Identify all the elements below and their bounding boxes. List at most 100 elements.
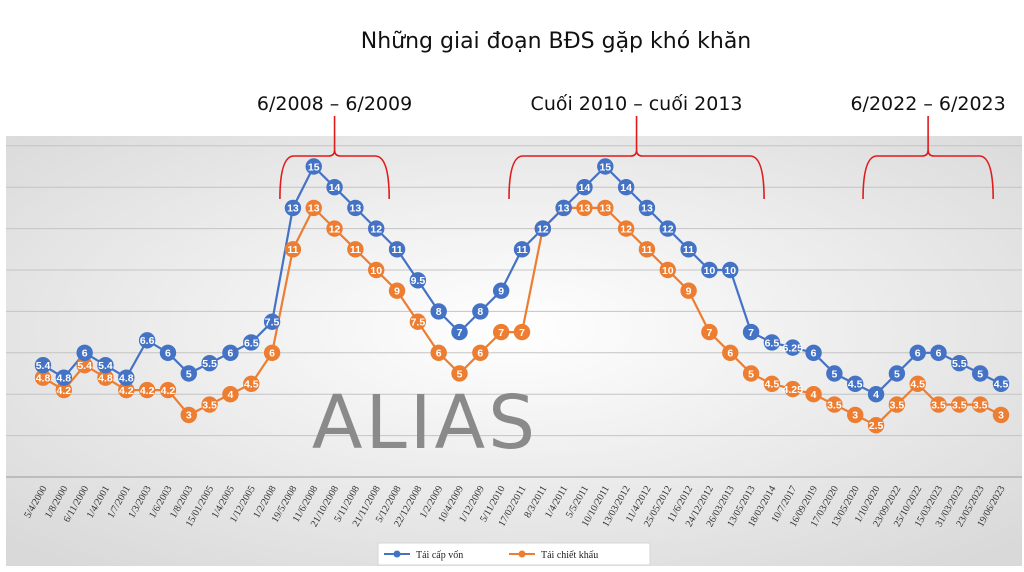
data-label: 4.5 — [848, 379, 863, 391]
data-label: 9 — [394, 286, 400, 298]
data-label: 6 — [436, 348, 442, 360]
data-label: 12 — [370, 223, 382, 235]
data-label: 15 — [308, 161, 320, 173]
data-point — [763, 375, 781, 393]
data-point — [971, 365, 989, 382]
period-label: 6/2022 – 6/2023 — [850, 93, 1005, 115]
data-label: 10 — [370, 265, 382, 277]
data-label: 4 — [873, 389, 879, 401]
data-label: 4.2 — [140, 385, 155, 397]
data-point — [805, 344, 822, 361]
data-point — [617, 220, 635, 237]
chart-title: Những giai đoạn BĐS gặp khó khăn — [361, 29, 752, 54]
data-label: 5.5 — [952, 358, 967, 370]
data-label: 3 — [998, 410, 1004, 422]
data-point — [805, 386, 822, 403]
data-point — [742, 365, 760, 382]
data-label: 3.5 — [202, 399, 217, 411]
data-label: 5.4 — [36, 360, 51, 372]
data-label: 13 — [350, 203, 362, 215]
data-point — [492, 323, 510, 341]
watermark: ALIAS — [312, 380, 538, 466]
data-point — [513, 323, 531, 341]
data-point — [388, 282, 406, 299]
data-point — [409, 313, 427, 330]
data-point — [388, 241, 406, 258]
data-point — [492, 282, 510, 299]
data-point — [659, 261, 676, 279]
data-point — [347, 199, 364, 217]
data-label: 7 — [457, 327, 463, 339]
data-label: 6 — [165, 348, 171, 360]
data-label: 4.5 — [765, 379, 780, 391]
period-label: 6/2008 – 6/2009 — [257, 93, 412, 115]
data-label: 12 — [620, 223, 632, 235]
data-point — [55, 369, 73, 386]
data-label: 14 — [620, 182, 632, 194]
data-label: 9.5 — [411, 275, 426, 287]
data-label: 4.25 — [783, 384, 804, 396]
data-point — [180, 365, 197, 382]
data-point — [472, 344, 489, 361]
data-label: 3 — [852, 410, 858, 422]
data-point — [638, 199, 656, 217]
data-point — [680, 241, 697, 258]
data-point — [909, 344, 926, 361]
data-point — [34, 369, 52, 386]
data-point — [701, 323, 718, 341]
data-point — [951, 354, 968, 372]
legend-marker — [393, 550, 401, 558]
data-label: 7 — [748, 327, 754, 339]
data-label: 4.5 — [910, 379, 925, 391]
data-point — [597, 158, 614, 175]
data-point — [847, 375, 864, 393]
data-point — [451, 365, 468, 382]
data-label: 7 — [519, 327, 525, 339]
data-point — [118, 369, 135, 386]
data-point — [680, 282, 697, 299]
data-point — [576, 179, 593, 196]
data-point — [222, 386, 239, 403]
data-point — [451, 323, 468, 341]
data-label: 11 — [683, 244, 694, 256]
data-label: 6 — [915, 348, 921, 360]
data-point — [180, 406, 197, 424]
data-label: 3.5 — [931, 399, 946, 411]
data-point — [930, 396, 947, 413]
data-point — [97, 357, 114, 374]
data-label: 10 — [724, 265, 736, 277]
data-label: 3.5 — [952, 399, 967, 411]
data-point — [243, 334, 260, 351]
data-point — [992, 406, 1010, 424]
data-point — [97, 369, 114, 386]
data-label: 5 — [186, 368, 192, 380]
data-point — [867, 386, 885, 403]
data-point — [763, 334, 781, 351]
legend-marker — [518, 550, 526, 558]
data-label: 11 — [516, 244, 527, 256]
data-label: 11 — [350, 244, 361, 256]
data-point — [847, 406, 864, 424]
data-label: 5 — [894, 368, 900, 380]
data-point — [326, 220, 343, 237]
data-label: 12 — [329, 223, 341, 235]
data-label: 4 — [228, 389, 234, 401]
legend: Tái cấp vốn Tái chiết khấu — [377, 542, 651, 566]
data-label: 2.5 — [869, 420, 884, 432]
data-label: 11 — [287, 244, 298, 256]
data-label: 9 — [498, 286, 504, 298]
data-point — [409, 272, 427, 289]
data-point — [284, 199, 302, 217]
data-point — [826, 396, 843, 413]
data-point — [722, 261, 739, 279]
data-label: 4.2 — [119, 385, 134, 397]
data-label: 4.2 — [57, 385, 72, 397]
data-point — [722, 344, 739, 361]
data-label: 4.5 — [244, 379, 259, 391]
period-label: Cuối 2010 – cuối 2013 — [531, 93, 743, 115]
data-label: 5 — [748, 368, 754, 380]
data-point — [659, 220, 676, 237]
data-point — [34, 357, 52, 374]
data-point — [263, 313, 281, 330]
